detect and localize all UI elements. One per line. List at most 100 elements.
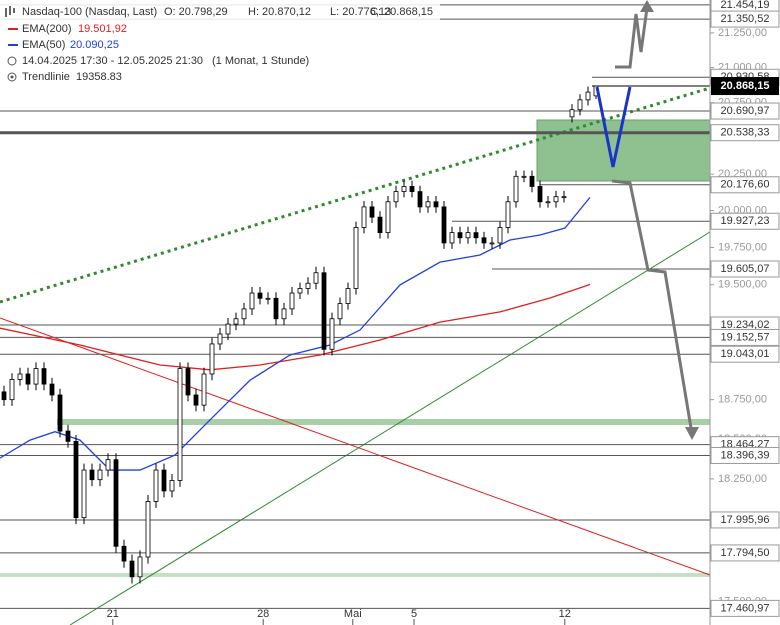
last-price-box <box>711 77 779 96</box>
level-label: 21.454,19 <box>721 0 770 11</box>
legend-ema50-value: 20.090,25 <box>70 39 119 51</box>
legend-trend-value: 19358.83 <box>76 71 122 83</box>
level-label: 20.538,33 <box>721 127 770 139</box>
level-label: 21.350,52 <box>721 13 770 25</box>
x-tick-label: Mai <box>344 608 362 620</box>
candle-body <box>121 545 127 562</box>
candle-body <box>585 91 591 101</box>
candle-body <box>273 297 279 320</box>
level-label: 19.152,57 <box>721 331 770 343</box>
candle-body <box>417 191 423 208</box>
legend-trend: Trendlinie <box>22 71 70 83</box>
legend-icon <box>5 6 15 17</box>
y-tick-label: 18.750,00 <box>718 394 767 406</box>
level-box <box>710 102 780 120</box>
candle-body <box>257 292 263 299</box>
candle-body <box>321 272 327 350</box>
candle-body <box>337 303 343 320</box>
level-label: 19.605,07 <box>721 263 770 275</box>
candle-body <box>137 556 143 578</box>
candle-body <box>161 469 167 492</box>
candle-body <box>449 232 455 244</box>
candle-body <box>33 368 39 385</box>
target-zone <box>536 119 711 182</box>
candle-body <box>265 297 271 300</box>
candle-body <box>17 373 23 380</box>
candle-body <box>513 175 519 203</box>
candle-body <box>49 383 55 396</box>
legend-icon <box>7 56 17 66</box>
candle-body <box>457 232 463 239</box>
candle-body <box>465 232 471 239</box>
candle-body <box>553 196 559 203</box>
legend-period: (1 Monat, 1 Stunde) <box>212 55 309 67</box>
level-label: 18.396,39 <box>721 449 770 461</box>
level-label: 19.043,01 <box>721 348 770 360</box>
candle-body <box>281 308 287 320</box>
candle-body <box>113 459 119 547</box>
candle-body <box>361 206 367 228</box>
candle-body <box>89 469 95 481</box>
level-label: 20.176,60 <box>721 179 770 191</box>
y-tick-label: 21.250,00 <box>718 27 767 39</box>
candle-body <box>313 272 319 284</box>
candle-body <box>345 288 351 304</box>
candle-body <box>401 186 407 192</box>
scenario-down <box>611 179 693 429</box>
level-box <box>710 10 780 28</box>
candle-body <box>105 459 111 471</box>
level-box <box>710 544 780 562</box>
level-box <box>710 260 780 278</box>
candle-body <box>577 99 583 111</box>
candle-body <box>41 368 47 385</box>
candle-body <box>385 201 391 234</box>
scenario-arrows <box>595 0 699 440</box>
last-price-label: 20.868,15 <box>721 80 770 92</box>
x-tick-label: 12 <box>559 608 571 620</box>
legend-low: L: 20.776,13 <box>330 6 391 18</box>
candle-body <box>201 373 207 406</box>
candle-body <box>489 242 495 245</box>
candle-body <box>409 186 415 192</box>
ema-line <box>0 196 591 471</box>
legend: Nasdaq-100 (Nasdaq, Last) O: 20.798,29 H… <box>0 0 440 86</box>
candle-body <box>57 394 63 432</box>
legend-ema50: EMA(50) <box>22 39 65 51</box>
candle-body <box>305 282 311 289</box>
candle-body <box>353 227 359 289</box>
candle-body <box>297 288 303 294</box>
candle-body <box>233 318 239 325</box>
candle-body <box>481 237 487 244</box>
y-tick-label: 19.500,00 <box>718 279 767 291</box>
candle-body <box>433 201 439 208</box>
legend-close: C: 20.868,15 <box>370 6 433 18</box>
level-box <box>710 511 780 529</box>
trend-line-dotted <box>0 86 711 304</box>
level-label: 17.995,96 <box>721 514 770 526</box>
legend-high: H: 20.870,12 <box>248 6 311 18</box>
annotations <box>0 86 711 625</box>
candle-body <box>249 292 255 310</box>
level-label: 19.234,02 <box>721 319 770 331</box>
legend-ema200-value: 19.501,92 <box>78 23 127 35</box>
candle-body <box>129 560 135 578</box>
legend-title: Nasdaq-100 (Nasdaq, Last) <box>22 6 157 18</box>
candle-body <box>441 206 447 244</box>
x-tick-label: 28 <box>257 608 269 620</box>
candle-body <box>393 191 399 203</box>
candle-body <box>497 227 503 244</box>
level-box <box>710 328 780 346</box>
candle-body <box>561 196 567 199</box>
level-box <box>710 345 780 363</box>
candle-body <box>169 480 175 492</box>
level-label: 20.690,97 <box>721 105 770 117</box>
y-tick-label: 19.750,00 <box>718 241 767 253</box>
legend-open: O: 20.798,29 <box>164 6 228 18</box>
x-tick-label: 21 <box>107 608 119 620</box>
arrow-head <box>685 427 699 440</box>
candle-body <box>1 391 7 401</box>
level-box <box>710 124 780 142</box>
scenario-v <box>595 86 632 168</box>
candle-body <box>185 368 191 396</box>
